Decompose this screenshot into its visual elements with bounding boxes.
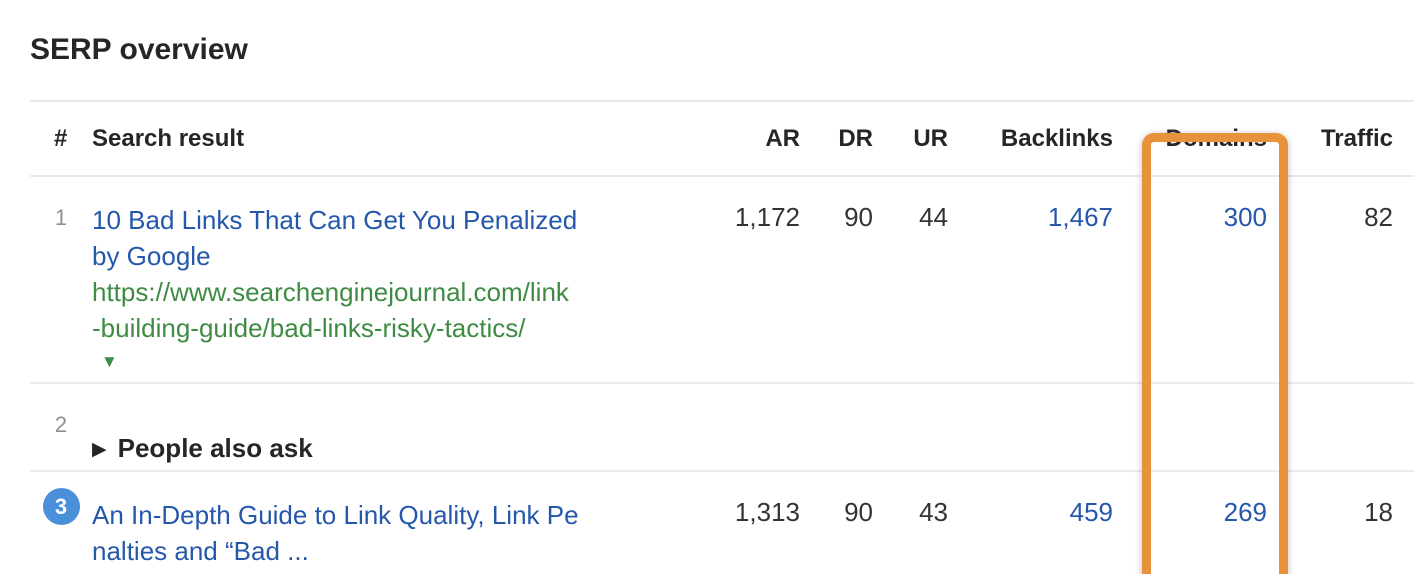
header-ar: AR bbox=[765, 124, 800, 152]
empty-cell bbox=[948, 383, 1113, 471]
people-also-ask-label: People also ask bbox=[117, 433, 313, 463]
header-traffic: Traffic bbox=[1320, 124, 1393, 152]
backlinks-link[interactable]: 459 bbox=[1069, 497, 1113, 527]
result-title-link[interactable]: An In-Depth Guide to Link Quality, Link … bbox=[92, 497, 700, 569]
serp-table: # Search result AR DR UR Backlinks Domai… bbox=[30, 100, 1414, 574]
result-cell: ▶ People also ask bbox=[92, 383, 700, 471]
rank-cell: 2 bbox=[30, 383, 92, 471]
header-backlinks: Backlinks bbox=[1000, 124, 1113, 152]
serp-overview-panel: SERP overview # Search result AR DR UR B… bbox=[0, 35, 1414, 574]
people-also-ask-toggle[interactable]: ▶ People also ask bbox=[92, 409, 700, 470]
domains-link[interactable]: 269 bbox=[1223, 497, 1267, 527]
backlinks-cell: 1,467 bbox=[948, 176, 1113, 383]
traffic-cell: 82 bbox=[1364, 202, 1393, 232]
rank-number: 2 bbox=[54, 412, 68, 437]
ar-cell: 1,313 bbox=[734, 497, 800, 527]
table-row: 2 ▶ People also ask bbox=[30, 383, 1414, 471]
expand-caret-icon: ▶ bbox=[92, 439, 107, 460]
result-url: https://ahrefs.com/blog/bad-links/▼ bbox=[92, 569, 700, 574]
empty-cell bbox=[800, 383, 873, 471]
result-url-line: https://ahrefs.com/blog/bad-links/▼ bbox=[92, 569, 700, 574]
header-rank: # bbox=[54, 124, 68, 152]
result-url-line: https://www.searchenginejournal.com/link bbox=[92, 277, 569, 307]
domains-link[interactable]: 300 bbox=[1223, 202, 1267, 232]
empty-cell bbox=[873, 383, 948, 471]
empty-cell bbox=[1113, 383, 1267, 471]
table-row: 3 An In-Depth Guide to Link Quality, Lin… bbox=[30, 471, 1414, 574]
domains-cell: 269 bbox=[1113, 471, 1267, 574]
result-title-line: by Google bbox=[92, 241, 211, 271]
header-dr: DR bbox=[838, 124, 873, 152]
result-title-line: nalties and “Bad ... bbox=[92, 536, 309, 566]
page-title: SERP overview bbox=[30, 33, 248, 66]
domains-cell: 300 bbox=[1113, 176, 1267, 383]
rank-number: 1 bbox=[54, 205, 68, 230]
rank-cell: 1 bbox=[30, 176, 92, 383]
dr-cell: 90 bbox=[844, 202, 873, 232]
header-search-result: Search result bbox=[92, 124, 245, 152]
traffic-cell: 18 bbox=[1364, 497, 1393, 527]
rank-badge: 3 bbox=[42, 488, 80, 525]
result-url-line: -building-guide/bad-links-risky-tactics/… bbox=[92, 310, 700, 382]
ur-cell: 44 bbox=[919, 202, 948, 232]
header-ur: UR bbox=[913, 124, 948, 152]
url-dropdown-icon[interactable]: ▼ bbox=[101, 352, 118, 371]
result-cell: An In-Depth Guide to Link Quality, Link … bbox=[92, 471, 700, 574]
result-title-line: An In-Depth Guide to Link Quality, Link … bbox=[92, 500, 579, 530]
ar-cell: 1,172 bbox=[734, 202, 800, 232]
result-title-line: 10 Bad Links That Can Get You Penalized bbox=[92, 205, 578, 235]
empty-cell bbox=[700, 383, 800, 471]
result-cell: 10 Bad Links That Can Get You Penalized … bbox=[92, 176, 700, 383]
table-row: 1 10 Bad Links That Can Get You Penalize… bbox=[30, 176, 1414, 383]
header-domains: Domains bbox=[1165, 124, 1267, 152]
backlinks-link[interactable]: 1,467 bbox=[1047, 202, 1113, 232]
result-title-link[interactable]: 10 Bad Links That Can Get You Penalized … bbox=[92, 202, 700, 274]
table-header-row: # Search result AR DR UR Backlinks Domai… bbox=[30, 101, 1414, 176]
backlinks-cell: 459 bbox=[948, 471, 1113, 574]
empty-cell bbox=[1267, 383, 1414, 471]
rank-cell: 3 bbox=[30, 471, 92, 574]
dr-cell: 90 bbox=[844, 497, 873, 527]
result-url: https://www.searchenginejournal.com/link… bbox=[92, 274, 700, 382]
ur-cell: 43 bbox=[919, 497, 948, 527]
